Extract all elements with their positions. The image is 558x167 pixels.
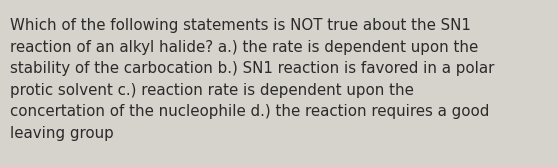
Text: Which of the following statements is NOT true about the SN1
reaction of an alkyl: Which of the following statements is NOT… <box>10 18 494 141</box>
